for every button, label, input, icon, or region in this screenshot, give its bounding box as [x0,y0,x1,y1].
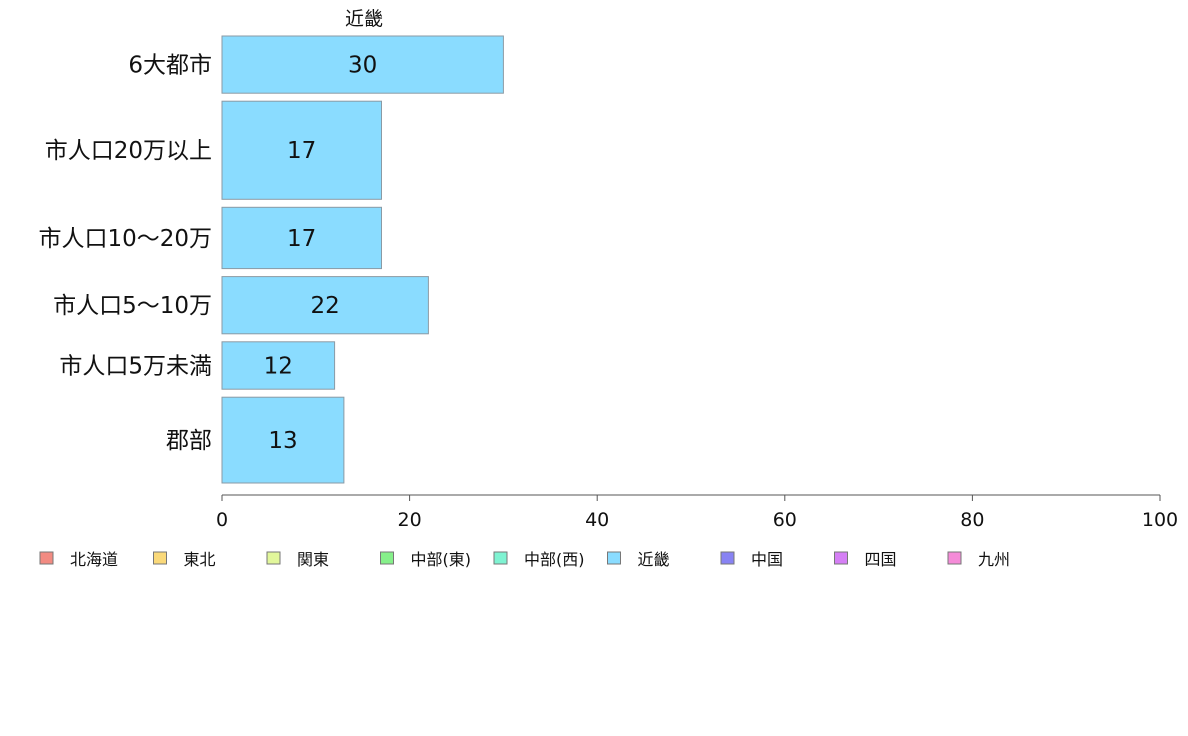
legend-label: 中部(西) [524,550,585,569]
legend-label: 四国 [865,550,897,569]
legend-swatch [607,551,621,565]
bar-value-label: 17 [287,138,316,164]
x-tick-label: 0 [216,509,228,531]
legend-swatch [947,551,962,565]
x-tick-label: 100 [1142,509,1178,531]
legend-swatch [39,551,54,565]
legend-label: 中国 [751,550,783,569]
category-label: 市人口20万以上 [45,138,212,164]
legend: 北海道 東北 関東 中部(東) 中部(西) 近畿 中国 四国 九州 [39,550,1010,569]
bar-3 [221,276,429,335]
category-label: 郡部 [166,428,212,454]
legend-label: 東北 [184,550,216,569]
bar-value-label: 17 [287,226,316,252]
legend-swatch [266,551,281,565]
category-label: 市人口10〜20万 [38,226,212,252]
bar-1 [221,100,382,200]
legend-swatch [380,551,394,565]
legend-label: 北海道 [70,550,118,569]
x-tick-label: 80 [960,509,984,531]
bar-value-label: 12 [264,354,293,380]
bars-layer: 30 6大都市 17 市人口20万以上 17 市人口10〜20万 22 市人口5〜10万 12 市… [38,35,504,484]
legend-label: 関東 [297,550,329,569]
category-label: 市人口5万未満 [59,354,212,380]
bar-value-label: 22 [311,293,340,319]
legend-swatch [834,551,848,565]
bar-2 [221,206,382,270]
legend-label: 九州 [978,550,1010,569]
bar-0 [221,35,504,94]
bar-5 [221,396,345,484]
category-label: 6大都市 [128,53,212,79]
legend-label: 近畿 [638,550,670,569]
x-tick-label: 20 [398,509,422,531]
legend-swatch [153,551,167,565]
x-tick-label: 60 [773,509,797,531]
chart-title: 近畿 [345,8,383,30]
legend-swatch [720,551,735,565]
x-axis: 0 20 40 60 80 100 [216,494,1178,531]
bar-4 [221,341,336,390]
legend-label: 中部(東) [411,550,472,569]
bar-value-label: 13 [268,428,297,454]
x-tick-label: 40 [585,509,609,531]
legend-swatch [493,551,508,565]
category-label: 市人口5〜10万 [53,293,212,319]
bar-value-label: 30 [348,53,377,79]
